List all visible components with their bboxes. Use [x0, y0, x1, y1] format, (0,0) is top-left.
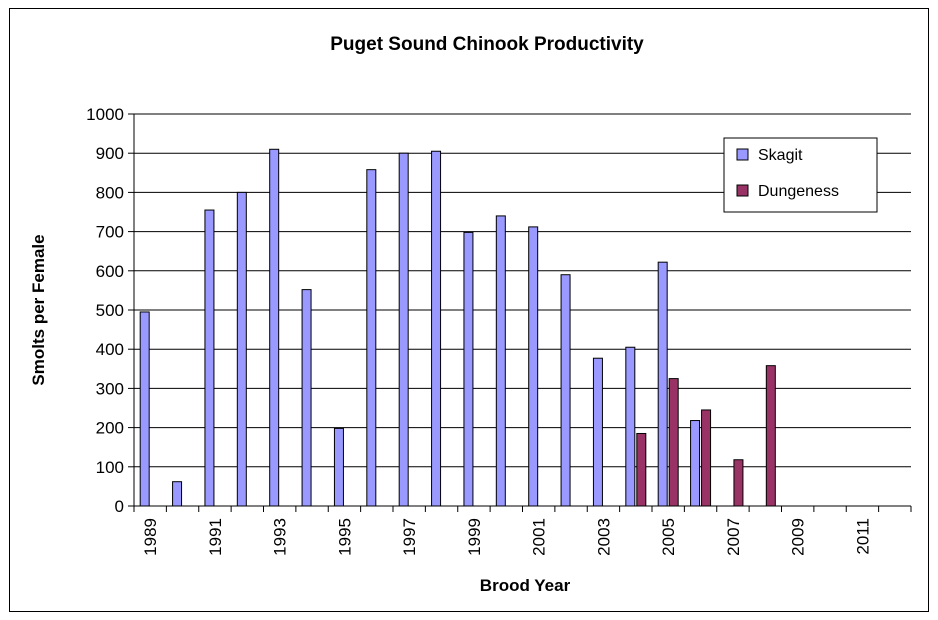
bar-skagit: [172, 481, 183, 507]
y-tick-label: 600: [96, 262, 124, 281]
x-tick-label: 2003: [594, 518, 613, 556]
bar-skagit: [366, 169, 377, 507]
bar-skagit: [139, 311, 150, 507]
y-axis-label: Smolts per Female: [29, 234, 48, 385]
x-tick-label: 2001: [530, 518, 549, 556]
x-tick-label: 2011: [853, 518, 872, 555]
bar-dungeness: [701, 409, 712, 507]
x-tick-label: 1989: [141, 518, 160, 556]
bar-dungeness: [733, 459, 744, 507]
bar-dungeness: [636, 432, 647, 507]
legend-swatch-dungeness: [736, 184, 749, 197]
bar-skagit: [463, 231, 474, 507]
bar-skagit: [592, 357, 603, 507]
x-tick-label: 2009: [789, 518, 808, 556]
bar-skagit: [236, 191, 247, 507]
bar-skagit: [528, 226, 539, 507]
legend-label-dungeness: Dungeness: [758, 183, 839, 200]
x-tick-label: 1995: [335, 518, 354, 556]
y-tick-label: 400: [96, 340, 124, 359]
y-tick-label: 200: [96, 419, 124, 438]
y-tick-label: 800: [96, 183, 124, 202]
y-tick-label: 100: [96, 458, 124, 477]
bar-skagit: [333, 427, 344, 507]
bar-skagit: [625, 346, 636, 507]
chart-title: Puget Sound Chinook Productivity: [330, 34, 644, 55]
bar-skagit: [657, 261, 668, 507]
x-axis-label: Brood Year: [480, 576, 571, 595]
bar-skagit: [690, 420, 701, 507]
bar-skagit: [301, 289, 312, 507]
x-tick-label: 1997: [400, 518, 419, 556]
y-tick-label: 0: [115, 497, 124, 516]
x-tick-label: 1999: [465, 518, 484, 556]
bar-skagit: [398, 152, 409, 507]
x-tick-label: 1993: [271, 518, 290, 556]
bar-dungeness: [668, 378, 679, 507]
y-tick-label: 700: [96, 223, 124, 242]
y-tick-labels: 0 100 200 300 400 500 600 700 800 900 1000: [86, 105, 124, 516]
bar-skagit: [204, 209, 215, 507]
y-tick-label: 500: [96, 301, 124, 320]
bar-skagit: [495, 215, 506, 507]
bar-skagit: [560, 274, 571, 507]
axes: [133, 114, 912, 512]
x-tick-label: 1991: [206, 518, 225, 556]
bar-skagit: [269, 148, 280, 507]
y-tick-label: 300: [96, 379, 124, 398]
legend-label-skagit: Skagit: [758, 147, 803, 164]
legend: Skagit Dungeness: [723, 137, 878, 213]
y-tick-label: 1000: [86, 105, 124, 124]
bar-skagit: [431, 150, 442, 507]
x-tick-label: 2007: [724, 518, 743, 556]
legend-swatch-skagit: [736, 148, 749, 161]
legend-box: [723, 137, 878, 213]
bars: [139, 148, 776, 507]
x-tick-labels: 1989 1991 1993 1995 1997 1999 2001 2003 2005 2007…: [141, 518, 872, 556]
y-tick-label: 900: [96, 144, 124, 163]
bar-dungeness: [765, 365, 776, 507]
x-tick-label: 2005: [659, 518, 678, 556]
